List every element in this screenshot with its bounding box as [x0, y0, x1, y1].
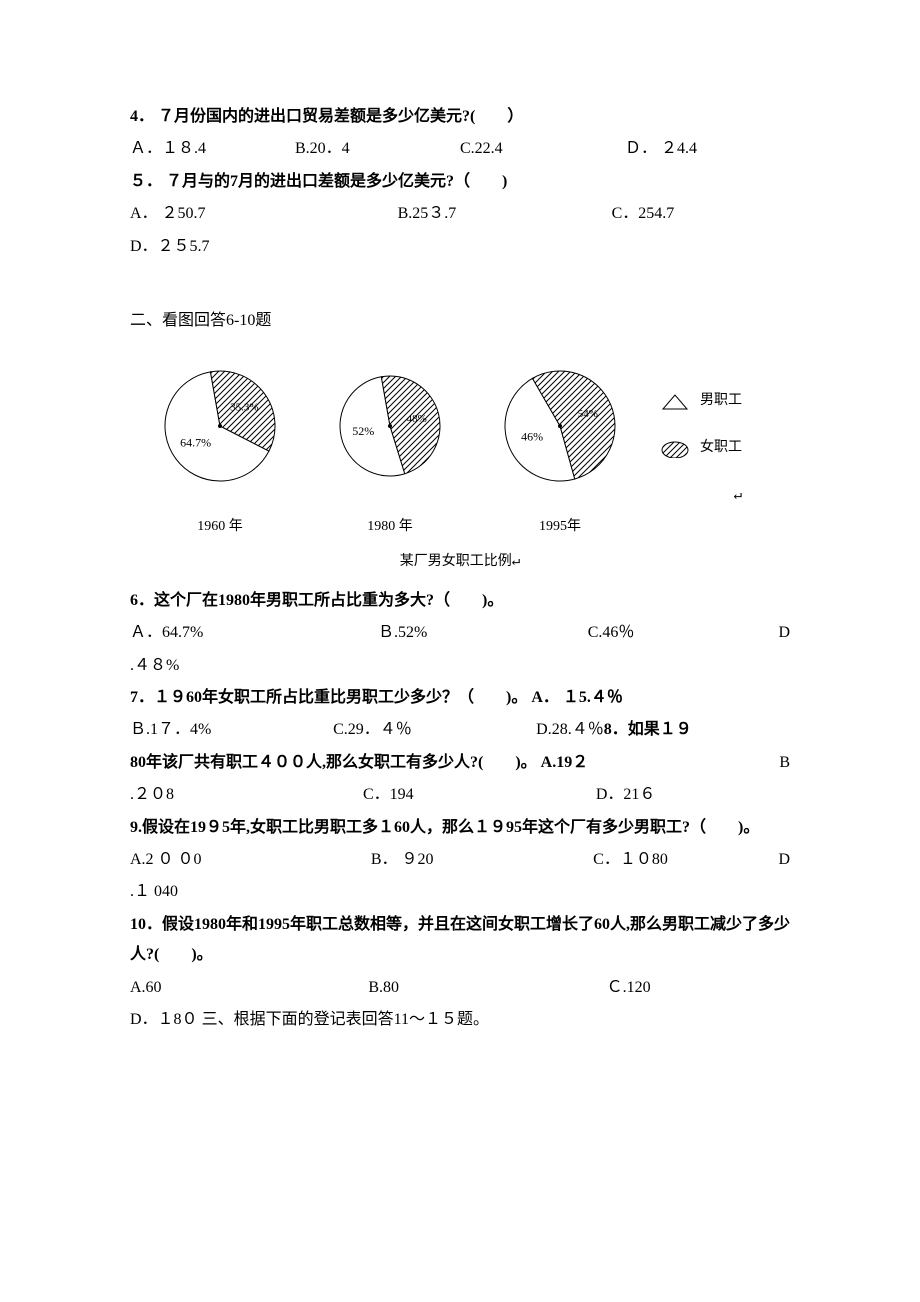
- pie-1995年: 46% 54% 1995年: [490, 356, 630, 540]
- pie-1980 年: 52% 48% 1980 年: [320, 356, 460, 540]
- q9-options: A.2 ０ ０0 B． ９20 C．１０80 D: [130, 845, 790, 875]
- q9-opt-d1: D: [778, 845, 790, 875]
- svg-text:64.7%: 64.7%: [180, 436, 211, 450]
- q9-opt-a: A.2 ０ ０0: [130, 845, 371, 875]
- q6-opt-c: C.46％: [588, 618, 779, 648]
- q6-opt-d1: D: [778, 618, 790, 648]
- q4-opt-c: C.22.4: [460, 134, 625, 164]
- q6-opt-a: Ａ．64.7%: [130, 618, 378, 648]
- svg-text:46%: 46%: [521, 430, 543, 444]
- q8-opt-b2: .２０8: [130, 780, 363, 810]
- q6-options: Ａ．64.7% Ｂ.52% C.46％ D: [130, 618, 790, 648]
- svg-text:35.3%: 35.3%: [230, 402, 258, 414]
- legend-male: 男职工: [700, 388, 742, 415]
- q7-opt-b: Ｂ.1７．4%: [130, 715, 333, 745]
- q8-text-inline: 8．如果１９: [604, 721, 692, 738]
- q7-opt-d: D.28.４％: [536, 721, 604, 738]
- q7-q8-row: Ｂ.1７．4% C.29．４％ D.28.４％8．如果１９: [130, 715, 790, 745]
- section3-heading: 三、根据下面的登记表回答11～１５题。: [202, 1011, 489, 1028]
- q10-opt-a: A.60: [130, 973, 368, 1003]
- q5-opt-b: B.25３.7: [398, 199, 612, 229]
- q9-text: 9.假设在19９5年,女职工比男职工多１60人，那么１９95年这个厂有多少男职工…: [130, 819, 759, 836]
- q6-opt-b: Ｂ.52%: [378, 618, 588, 648]
- q8-opt-d: D．21６: [596, 780, 790, 810]
- svg-text:48%: 48%: [407, 413, 427, 425]
- q8-options: .２０8 C．194 D．21６: [130, 780, 790, 810]
- q10-text: 10．假设1980年和1995年职工总数相等，并且在这间女职工增长了60人,那么…: [130, 916, 790, 963]
- q8-opt-b1: B: [779, 748, 790, 778]
- q6-text: 6．这个厂在1980年男职工所占比重为多大?（ )。: [130, 592, 503, 609]
- legend-female: 女职工: [700, 435, 742, 462]
- q10-options: A.60 B.80 Ｃ.120: [130, 973, 790, 1003]
- svg-text:52%: 52%: [352, 425, 374, 439]
- q8-row2: 80年该厂共有职工４００人,那么女职工有多少人?( )。 A.19２ B: [130, 748, 790, 778]
- q9-opt-b: B． ９20: [371, 845, 593, 875]
- q8-opt-c: C．194: [363, 780, 596, 810]
- q5-opt-a: A． ２50.7: [130, 199, 398, 229]
- pie-1960 年: 64.7% 35.3% 1960 年: [150, 356, 290, 540]
- svg-text:54%: 54%: [578, 408, 598, 420]
- q5-opt-c: C．254.7: [612, 199, 790, 229]
- q10-opt-d: D．１8０: [130, 1011, 198, 1028]
- chart-legend: 男职工 女职工 ↵: [660, 388, 742, 508]
- q8-text-rest: 80年该厂共有职工４００人,那么女职工有多少人?( )。 A.19２: [130, 748, 779, 778]
- pie-chart-figure: 64.7% 35.3% 1960 年 52% 48% 1980 年 46% 54…: [130, 356, 790, 576]
- q6-opt-d2: .４８%: [130, 651, 790, 681]
- chart-title: 某厂男女职工比例: [400, 554, 512, 569]
- q4-opt-d: Ｄ． ２4.4: [625, 134, 790, 164]
- q7-opt-c: C.29．４％: [333, 715, 536, 745]
- q5-text: ５． ７月与的7月的进出口差额是多少亿美元?（ ): [130, 173, 507, 190]
- q9-opt-c: C．１０80: [593, 845, 778, 875]
- section2-heading: 二、看图回答6-10题: [130, 306, 790, 336]
- q5-opt-d: D．２５5.7: [130, 232, 790, 262]
- q10-opt-b: B.80: [368, 973, 606, 1003]
- q4-opt-a: Ａ．１８.4: [130, 134, 295, 164]
- q10-opt-c: Ｃ.120: [607, 973, 790, 1003]
- q4-opt-b: B.20．4: [295, 134, 460, 164]
- q7-text: 7．１９60年女职工所占比重比男职工少多少？（ )。 A． １5.４％: [130, 689, 623, 706]
- q4-options: Ａ．１８.4 B.20．4 C.22.4 Ｄ． ２4.4: [130, 134, 790, 164]
- q4-text: 4． ７月份国内的进出口贸易差额是多少亿美元?( ）: [130, 108, 523, 125]
- q5-options-row1: A． ２50.7 B.25３.7 C．254.7: [130, 199, 790, 229]
- q9-opt-d2: .１ 040: [130, 877, 790, 907]
